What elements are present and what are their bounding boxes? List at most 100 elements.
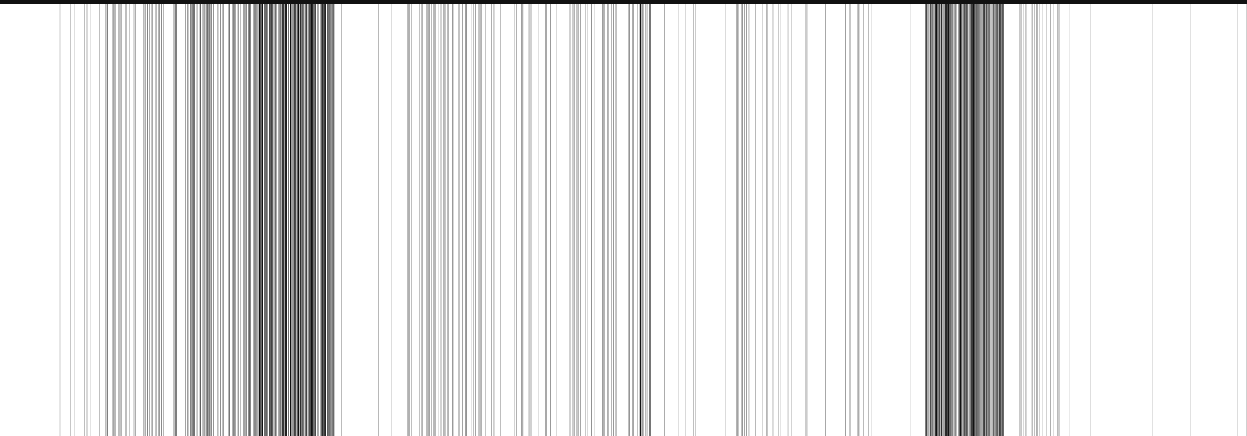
stripe-line [953,4,954,436]
stripe-line [378,4,379,436]
stripe-line [664,4,665,436]
stripe-line [235,4,236,436]
stripe-line [529,4,530,436]
stripe-line [585,4,586,436]
stripe-line [1058,4,1060,436]
stripe-line [530,4,532,436]
stripe-line [193,4,195,436]
stripe-line [746,4,747,436]
stripe-line [604,4,605,436]
stripe-line [737,4,739,436]
stripe-line [267,4,268,436]
stripe-line [448,4,449,436]
stripe-line [273,4,274,436]
stripe-line [1025,4,1026,436]
stripe-line [1031,4,1032,436]
stripe-line [330,4,331,436]
stripe-line [980,4,981,436]
stripe-line [578,4,579,436]
stripe-line [295,4,296,436]
stripe-line [1190,4,1191,436]
stripe-line [587,4,588,436]
stripe-line [155,4,156,436]
stripe-line [780,4,781,436]
stripe-line [521,4,523,436]
stripe-line [858,4,859,436]
stripe-line [639,4,640,436]
stripe-line [632,4,634,436]
stripe-line [431,4,432,436]
stripe-line [987,4,988,436]
stripe-line [113,4,114,436]
stripe-line [145,4,146,436]
stripe-line [962,4,963,436]
stripe-line [218,4,219,436]
stripe-line [845,4,846,436]
stripe-line [993,4,994,436]
stripe-line [259,4,260,436]
stripe-line [988,4,989,436]
stripe-line [640,4,641,436]
stripe-line [984,4,985,436]
stripe-line [1026,4,1027,436]
stripe-line [192,4,193,436]
stripe-line [175,4,177,436]
stripe-line [569,4,571,436]
stripe-line [434,4,436,436]
stripe-line [70,4,71,436]
stripe-line [292,4,294,436]
stripe-line [315,4,316,436]
stripe-line [428,4,429,436]
stripe-line [222,4,223,436]
stripe-line [940,4,941,436]
stripe-line [283,4,284,436]
stripe-line [114,4,116,436]
stripe-line [479,4,480,436]
stripe-line [280,4,281,436]
stripe-line [341,4,342,436]
stripe-line [1001,4,1002,436]
stripe-line [334,4,335,436]
stripe-line [628,4,629,436]
stripe-line [977,4,978,436]
stripe-line [556,4,557,436]
stripe-line [973,4,974,436]
stripe-line [1003,4,1004,436]
stripe-line [968,4,969,436]
stripe-line [306,4,307,436]
stripe-line [232,4,233,436]
stripe-line [206,4,207,436]
stripe-line [190,4,191,436]
stripe-line [408,4,410,436]
stripe-line [260,4,261,436]
stripe-line [471,4,472,436]
stripe-line [693,4,694,436]
stripe-line [391,4,392,436]
stripe-line [440,4,442,436]
stripe-line [120,4,121,436]
stripe-line [303,4,304,436]
stripe-line [647,4,648,436]
stripe-line [233,4,234,436]
stripe-line [121,4,122,436]
stripe-line [245,4,246,436]
stripe-line [956,4,957,436]
stripe-line [261,4,262,436]
stripe-line [481,4,482,436]
stripe-line [288,4,289,436]
stripe-line [952,4,953,436]
stripe-line [613,4,614,436]
stripe-line [538,4,539,436]
stripe-line [1023,4,1024,436]
stripe-line [311,4,312,436]
stripe-line [1057,4,1058,436]
stripe-line [938,4,939,436]
stripe-line [149,4,150,436]
stripe-line [500,4,501,436]
stripe-line [313,4,315,436]
stripe-line [970,4,971,436]
stripe-line [1021,4,1022,436]
stripe-line [211,4,212,436]
stripe-line [930,4,931,436]
stripe-line [959,4,960,436]
